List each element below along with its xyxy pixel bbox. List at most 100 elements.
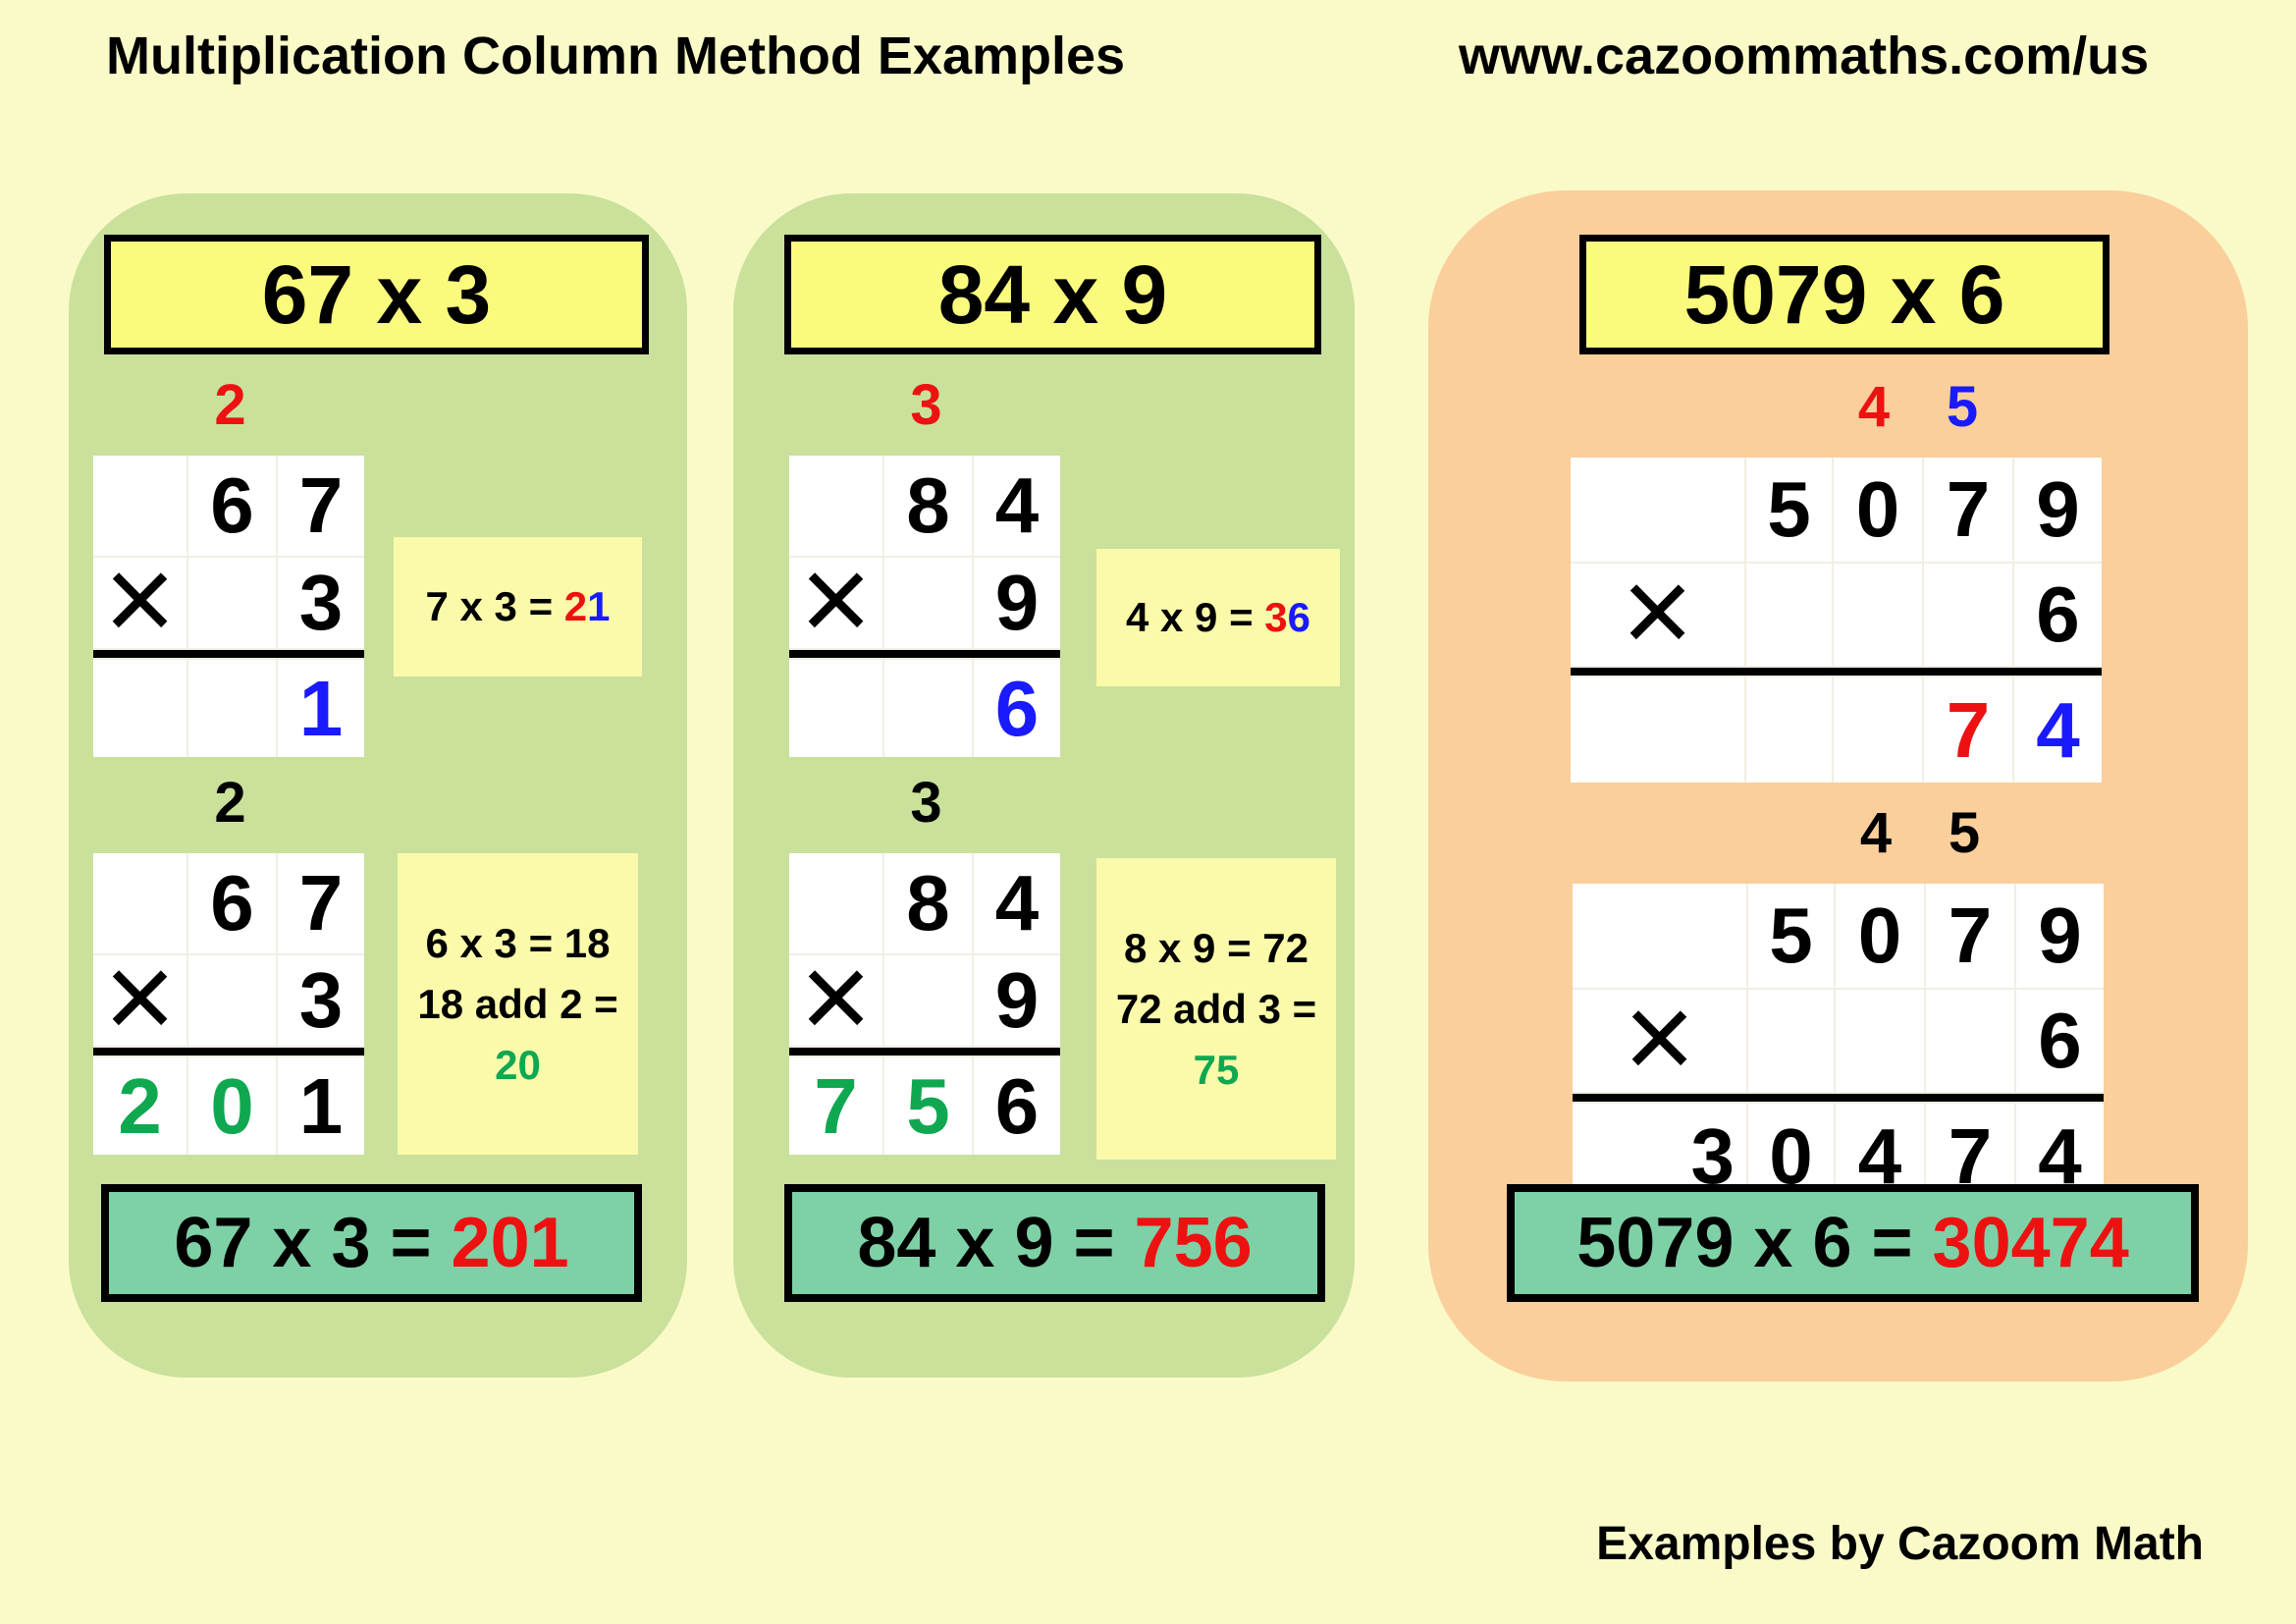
digit-cell: 6 [188,853,276,953]
multiplication-grid: 6 7 × 3 2 0 1 [93,853,364,1155]
carry-row: 3 [789,353,1060,456]
result-text: 84 x 9 = [857,1204,1135,1282]
empty-cell [274,353,360,456]
empty-cell [789,353,882,456]
empty-cell [93,660,187,757]
empty-cell [93,751,187,853]
hint-note-2: 6 x 3 = 18 18 add 2 = 20 [398,853,638,1155]
empty-cell [970,751,1056,853]
hint-note-2: 8 x 9 = 72 72 add 3 = 75 [1096,858,1336,1160]
empty-cell [1748,990,1834,1092]
digit-cell: 6 [188,456,276,556]
digit-cell: 4 [2014,677,2102,783]
digit-cell: 7 [1926,884,2014,988]
result-box: 67 x 3 = 201 [101,1184,642,1302]
digit-cell: 9 [974,955,1060,1046]
problem-header: 84 x 9 [784,235,1321,354]
working-step-2: 4 5 5 0 7 9 × 6 3 0 4 7 4 [1573,782,2104,1209]
result-text: 30474 [1932,1204,2129,1282]
multiplication-grid: 5 0 7 9 × 6 3 0 4 7 4 [1573,884,2104,1209]
result-text: 756 [1134,1204,1253,1282]
empty-cell [1924,564,2012,666]
empty-cell [884,955,972,1046]
hint-line: 6 x 3 = 18 [426,920,611,967]
digit-cell: 6 [2016,990,2104,1092]
answer-line [93,650,364,658]
empty-cell [789,660,882,757]
empty-cell [1746,677,1832,783]
hint-text: 8 x 9 = 72 [1124,924,1308,971]
empty-cell [93,456,187,556]
empty-cell [188,955,276,1046]
digit-cell: 3 [278,955,364,1046]
problem-header: 67 x 3 [104,235,649,354]
digit-cell: 6 [2014,564,2102,666]
multiplication-grid: 8 4 × 9 6 [789,456,1060,757]
empty-cell [1746,564,1832,666]
hint-text: 6 [1287,594,1310,640]
working-step-1: 2 6 7 × 3 1 [93,353,364,757]
site-url: www.cazoommaths.com/us [1459,27,2150,85]
carry-digit: 2 [214,770,246,835]
empty-cell [274,751,360,853]
result-box: 84 x 9 = 756 [784,1184,1325,1302]
digit-cell: 2 [93,1057,187,1155]
hint-note-1: 4 x 9 = 36 [1096,549,1340,686]
empty-cell [1571,677,1744,783]
empty-cell [1744,355,1830,458]
hint-text: 1 [587,583,611,629]
hint-text: 18 add 2 = [417,980,618,1027]
carry-row: 2 [93,751,364,853]
hint-text: 7 x 3 = [425,583,564,629]
carry-digit: 3 [910,770,942,835]
digit-cell: 7 [1924,677,2012,783]
digit-cell: 4 [974,853,1060,953]
empty-cell [1571,355,1744,458]
hint-text: 3 [1264,594,1288,640]
empty-cell [188,660,276,757]
empty-cell [1834,564,1922,666]
working-step-1: 4 5 5 0 7 9 × 6 7 4 [1571,355,2102,783]
result-text: 5079 x 6 = [1576,1204,1933,1282]
empty-cell [188,558,276,648]
hint-note-1: 7 x 3 = 21 [394,537,642,677]
answer-line [789,1048,1060,1056]
digit-cell: 9 [2014,458,2102,562]
empty-cell [2006,355,2094,458]
hint-text: 2 [563,583,588,629]
multiplication-sign: × [789,531,882,668]
empty-cell [970,353,1056,456]
digit-cell: 1 [278,1057,364,1155]
hint-line: 75 [1194,1047,1240,1094]
digit-cell: 5 [884,1057,972,1155]
hint-line: 18 add 2 = [417,981,617,1028]
answer-line [789,650,1060,658]
digit-cell: 0 [188,1057,276,1155]
empty-cell [884,660,972,757]
digit-cell: 1 [278,660,364,757]
panel-67x3: 67 x 3 2 6 7 × 3 1 7 x 3 = 21 2 6 7 × 3 2 0 1 6 x 3 … [69,193,687,1378]
panel-84x9: 84 x 9 3 8 4 × 9 6 4 x 9 = 36 3 8 4 × 9 7 5 6 8 x 9 … [733,193,1355,1378]
working-step-1: 3 8 4 × 9 6 [789,353,1060,757]
multiplication-sign: × [1571,543,1744,679]
digit-cell: 7 [278,456,364,556]
digit-cell: 0 [1836,884,1924,988]
hint-line: 8 x 9 = 72 [1124,925,1308,972]
empty-cell [93,353,187,456]
empty-cell [789,853,882,953]
empty-cell [1836,990,1924,1092]
empty-cell [93,853,187,953]
result-box: 5079 x 6 = 30474 [1507,1184,2199,1302]
digit-cell: 8 [884,853,972,953]
multiplication-sign: × [1573,969,1746,1106]
working-step-2: 2 6 7 × 3 2 0 1 [93,751,364,1155]
hint-text: 4 x 9 = [1126,594,1265,640]
hint-line: 7 x 3 = 21 [426,583,611,630]
digit-cell: 3 [278,558,364,648]
empty-cell [1926,990,2014,1092]
working-step-2: 3 8 4 × 9 7 5 6 [789,751,1060,1155]
page-title: Multiplication Column Method Examples [106,27,1126,85]
empty-cell [1573,782,1746,884]
empty-cell [2008,782,2096,884]
